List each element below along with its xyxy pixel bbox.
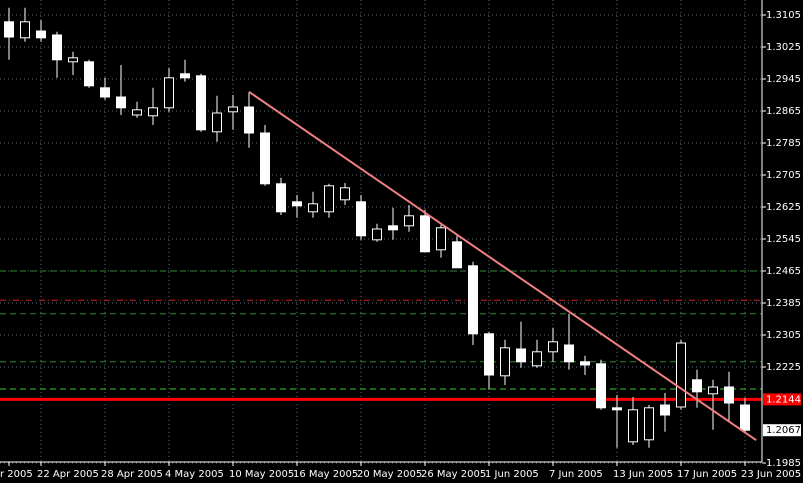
candle-body: [228, 106, 238, 113]
y-tick-label: 1.2865: [766, 106, 801, 117]
y-tick-label: 1.2945: [766, 74, 801, 85]
candle-body: [484, 333, 494, 376]
candle-body: [84, 61, 94, 87]
candle-body: [340, 187, 350, 201]
candle-body: [324, 185, 334, 213]
candle-body: [372, 228, 382, 241]
y-tick-label: 1.2385: [766, 298, 801, 309]
x-tick-label: 22 Apr 2005: [37, 469, 99, 480]
y-tick-label: 1.1985: [766, 458, 801, 469]
x-tick-label: 23 Jun 2005: [741, 469, 801, 480]
candle-body: [724, 386, 734, 404]
candle-body: [308, 203, 318, 213]
candle-body: [388, 225, 398, 231]
candle-body: [708, 386, 718, 395]
candle-body: [260, 132, 270, 185]
y-tick-label: 1.2465: [766, 266, 801, 277]
candle-body: [404, 215, 414, 227]
level-label-box: [763, 393, 801, 406]
x-tick-label: 7 Jun 2005: [549, 469, 603, 480]
candle-body: [276, 183, 286, 213]
candle-body: [180, 73, 190, 79]
candle-body: [20, 21, 30, 39]
y-tick-label: 1.3105: [766, 10, 801, 21]
y-tick-label: 1.2625: [766, 202, 801, 213]
x-tick-label: 4 May 2005: [165, 469, 224, 480]
level-label: 1.2144: [766, 394, 801, 405]
candle-body: [68, 57, 78, 63]
candle-body: [356, 201, 366, 237]
y-tick-label: 1.3025: [766, 42, 801, 53]
candle-body: [548, 341, 558, 353]
current-price-box: [763, 424, 801, 437]
candle-body: [212, 112, 222, 133]
x-tick-label: 28 Apr 2005: [101, 469, 163, 480]
candle-body: [100, 87, 110, 98]
candle-body: [692, 379, 702, 393]
x-tick-label: 13 Jun 2005: [613, 469, 673, 480]
candle-body: [628, 409, 638, 443]
candle-body: [468, 265, 478, 335]
candle-body: [596, 363, 606, 409]
y-tick-label: 1.2785: [766, 138, 801, 149]
y-tick-label: 1.2305: [766, 330, 801, 341]
candle-body: [36, 30, 46, 39]
candle-body: [132, 109, 142, 116]
candle-body: [420, 215, 430, 253]
candle-body: [148, 107, 158, 117]
candle-body: [52, 34, 62, 61]
x-tick-label: 26 May 2005: [421, 469, 486, 480]
x-tick-label: 1 Jun 2005: [485, 469, 539, 480]
candle-body: [564, 344, 574, 363]
candle-body: [452, 241, 462, 269]
candle-body: [244, 106, 254, 134]
x-tick-label: r 2005: [0, 469, 33, 480]
candle-body: [164, 77, 174, 109]
candle-body: [644, 407, 654, 441]
trendline: [248, 90, 757, 442]
y-tick-label: 1.2705: [766, 170, 801, 181]
candle-body: [676, 342, 686, 408]
candle-body: [532, 351, 542, 367]
y-tick-label: 1.2225: [766, 362, 801, 373]
x-tick-label: 16 May 2005: [293, 469, 358, 480]
y-tick-label: 1.2545: [766, 234, 801, 245]
candle-body: [580, 361, 590, 366]
candle-body: [516, 348, 526, 363]
candle-body: [612, 407, 622, 411]
candle-body: [292, 201, 302, 207]
candle-body: [740, 404, 750, 431]
x-tick-label: 20 May 2005: [357, 469, 422, 480]
candle-body: [4, 21, 14, 38]
candle-body: [436, 227, 446, 251]
x-tick-label: 10 May 2005: [229, 469, 294, 480]
candle-body: [116, 96, 126, 109]
candle-body: [196, 75, 206, 131]
candle-body: [660, 404, 670, 416]
candle-body: [500, 347, 510, 377]
x-tick-label: 17 Jun 2005: [677, 469, 737, 480]
current-price-label: 1.2067: [766, 425, 801, 436]
